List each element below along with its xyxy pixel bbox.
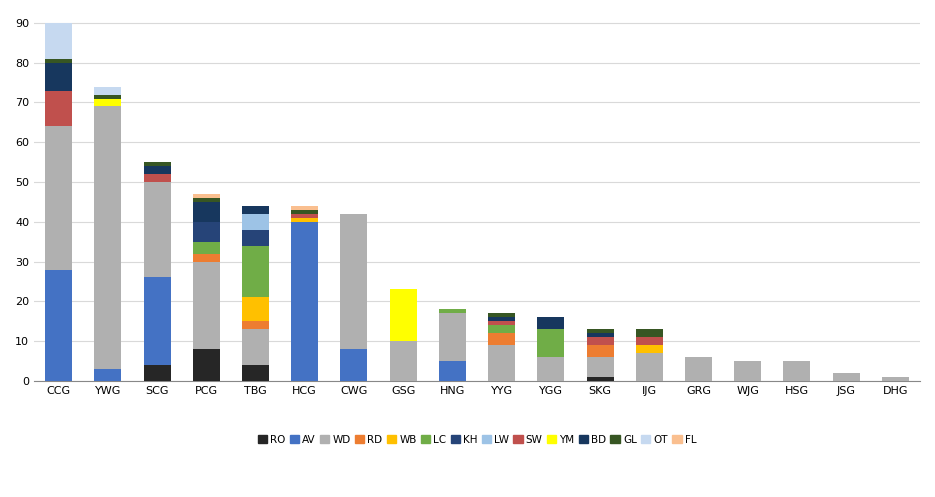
Bar — [242, 214, 269, 230]
Bar — [242, 329, 269, 365]
Bar — [193, 194, 220, 198]
Bar — [882, 377, 909, 381]
Bar — [390, 341, 417, 381]
Bar — [636, 345, 663, 353]
Bar — [439, 309, 466, 313]
Bar — [242, 246, 269, 297]
Bar — [193, 242, 220, 253]
Bar — [242, 230, 269, 246]
Bar — [45, 126, 72, 269]
Bar — [193, 198, 220, 202]
Bar — [488, 321, 515, 325]
Bar — [340, 214, 367, 349]
Bar — [193, 222, 220, 242]
Bar — [94, 106, 122, 369]
Bar — [488, 333, 515, 345]
Bar — [94, 369, 122, 381]
Bar — [143, 365, 170, 381]
Bar — [488, 317, 515, 321]
Bar — [586, 333, 613, 337]
Bar — [45, 23, 72, 59]
Bar — [586, 345, 613, 357]
Bar — [685, 357, 712, 381]
Bar — [193, 349, 220, 381]
Bar — [291, 210, 318, 214]
Bar — [488, 325, 515, 333]
Bar — [488, 313, 515, 317]
Bar — [45, 59, 72, 63]
Bar — [291, 222, 318, 381]
Bar — [586, 329, 613, 333]
Bar — [45, 269, 72, 381]
Bar — [45, 63, 72, 90]
Bar — [340, 349, 367, 381]
Bar — [488, 345, 515, 381]
Bar — [242, 365, 269, 381]
Bar — [586, 357, 613, 377]
Bar — [291, 206, 318, 210]
Bar — [439, 313, 466, 361]
Bar — [538, 357, 565, 381]
Bar — [291, 218, 318, 222]
Bar — [193, 202, 220, 222]
Bar — [636, 353, 663, 381]
Bar — [94, 86, 122, 94]
Bar — [94, 94, 122, 98]
Bar — [193, 253, 220, 261]
Bar — [291, 214, 318, 218]
Bar — [143, 277, 170, 365]
Bar — [538, 329, 565, 357]
Bar — [193, 261, 220, 349]
Bar — [143, 182, 170, 277]
Bar — [833, 373, 859, 381]
Bar — [586, 377, 613, 381]
Legend: RO, AV, WD, RD, WB, LC, KH, LW, SW, YM, BD, GL, OT, FL: RO, AV, WD, RD, WB, LC, KH, LW, SW, YM, … — [253, 430, 700, 449]
Bar — [242, 321, 269, 329]
Bar — [636, 329, 663, 337]
Bar — [538, 317, 565, 329]
Bar — [636, 337, 663, 345]
Bar — [242, 297, 269, 321]
Bar — [439, 361, 466, 381]
Bar — [143, 166, 170, 174]
Bar — [390, 289, 417, 341]
Bar — [143, 174, 170, 182]
Bar — [734, 361, 761, 381]
Bar — [784, 361, 811, 381]
Bar — [94, 98, 122, 106]
Bar — [242, 206, 269, 214]
Bar — [586, 337, 613, 345]
Bar — [45, 90, 72, 126]
Bar — [143, 162, 170, 166]
